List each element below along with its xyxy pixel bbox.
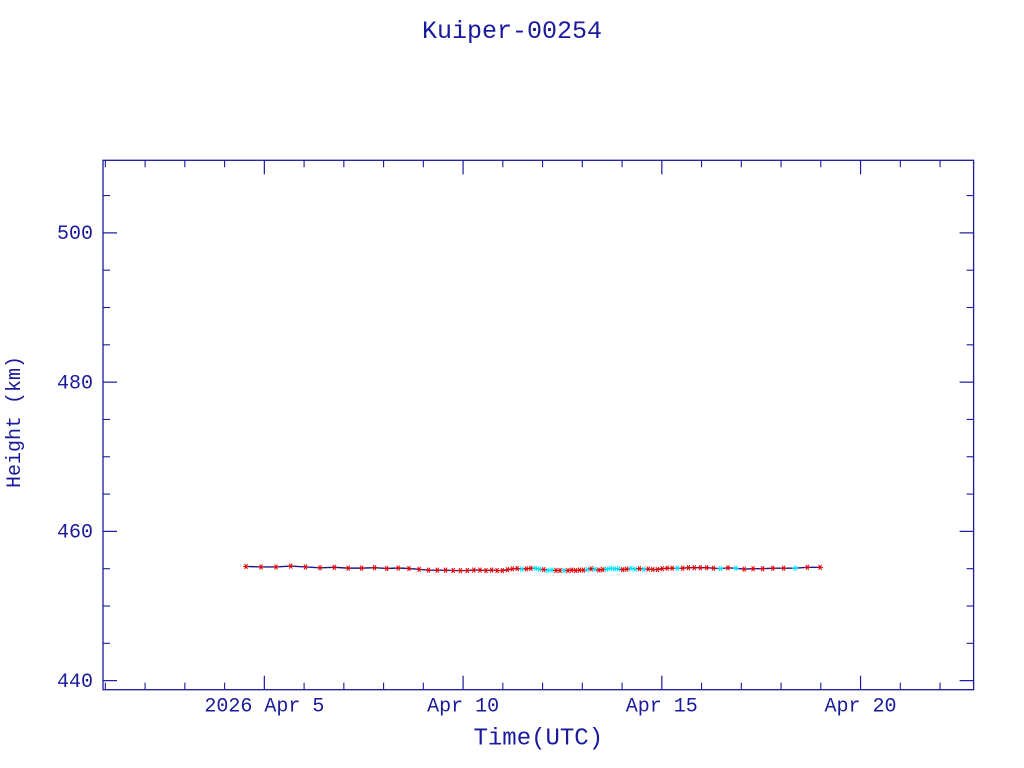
svg-text:460: 460 (57, 522, 93, 545)
svg-text:Apr 15: Apr 15 (626, 696, 698, 719)
svg-text:500: 500 (57, 223, 93, 246)
svg-text:Kuiper-00254: Kuiper-00254 (422, 17, 602, 46)
svg-text:480: 480 (57, 372, 93, 395)
svg-text:2026 Apr 5: 2026 Apr 5 (204, 696, 324, 719)
svg-text:440: 440 (57, 671, 93, 694)
svg-text:Time(UTC): Time(UTC) (473, 726, 603, 753)
svg-text:Apr 10: Apr 10 (427, 696, 499, 719)
svg-text:Apr 20: Apr 20 (825, 696, 897, 719)
svg-text:Height (km): Height (km) (4, 356, 27, 488)
